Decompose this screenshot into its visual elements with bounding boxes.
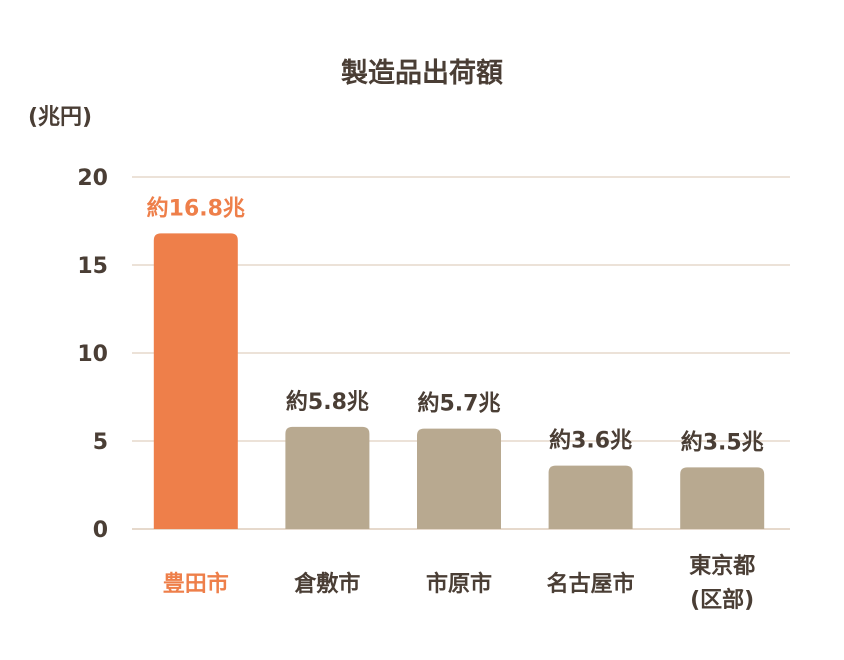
category-label: 豊田市 <box>163 571 229 597</box>
chart-title: 製造品出荷額 <box>341 58 503 89</box>
y-tick-label: 15 <box>77 254 108 279</box>
bar-value-label: 約5.8兆 <box>286 389 369 415</box>
bar <box>285 426 370 529</box>
category-label: 名古屋市 <box>547 571 635 597</box>
y-axis-unit-label: (兆円) <box>28 105 92 130</box>
bar-value-label: 約5.7兆 <box>418 391 501 417</box>
category-label: (区部) <box>690 587 754 613</box>
bars <box>153 233 765 529</box>
category-label: 倉敷市 <box>293 571 360 597</box>
bar <box>153 233 238 529</box>
y-axis-ticks: 0 5 10 15 20 <box>77 166 108 543</box>
bar <box>680 467 765 529</box>
y-tick-label: 5 <box>93 430 108 455</box>
y-tick-label: 20 <box>77 166 108 191</box>
bar <box>548 465 633 529</box>
category-label: 市原市 <box>426 571 492 597</box>
bar-value-label: 約16.8兆 <box>147 195 245 221</box>
y-tick-label: 0 <box>93 518 108 543</box>
bar <box>417 428 501 529</box>
category-label: 東京都 <box>689 553 755 579</box>
y-tick-label: 10 <box>77 342 108 367</box>
bar-value-label: 約3.6兆 <box>549 428 632 454</box>
bar-value-label: 約3.5兆 <box>681 429 764 455</box>
x-axis-categories: 豊田市 倉敷市 市原市 名古屋市 東京都 (区部) <box>163 553 755 613</box>
